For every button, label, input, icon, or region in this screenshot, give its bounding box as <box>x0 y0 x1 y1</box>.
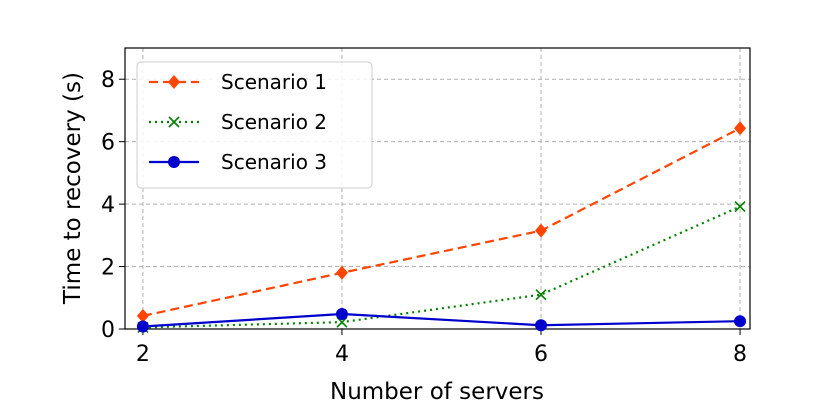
marker <box>168 75 180 89</box>
x-tick-label: 6 <box>534 342 548 367</box>
marker <box>168 116 180 128</box>
plot-frame <box>124 47 751 330</box>
marker <box>168 156 180 168</box>
marker <box>335 265 348 280</box>
y-tick-label: 4 <box>101 193 115 218</box>
x-tick-label: 4 <box>335 342 349 367</box>
marker <box>335 308 348 321</box>
series-line <box>142 312 741 328</box>
x-tick-label: 8 <box>733 342 747 367</box>
marker <box>535 319 548 332</box>
marker <box>734 201 746 213</box>
marker <box>535 223 548 238</box>
marker <box>734 121 747 136</box>
y-tick-label: 0 <box>101 318 115 343</box>
marker <box>535 289 547 301</box>
y-axis-label: Time to recovery (s) <box>60 72 86 305</box>
legend-label: Scenario 3 <box>221 150 327 174</box>
series-line <box>142 127 741 317</box>
y-tick-label: 8 <box>101 68 115 93</box>
marker <box>136 320 149 333</box>
legend-label: Scenario 2 <box>221 110 327 134</box>
x-tick-label: 2 <box>136 342 150 367</box>
marker <box>136 308 149 323</box>
x-axis-label: Number of servers <box>330 379 544 405</box>
y-tick-label: 6 <box>101 131 115 156</box>
legend-box <box>136 61 373 189</box>
marker <box>734 315 747 328</box>
y-tick-label: 2 <box>101 256 115 281</box>
legend-label: Scenario 1 <box>221 70 327 94</box>
